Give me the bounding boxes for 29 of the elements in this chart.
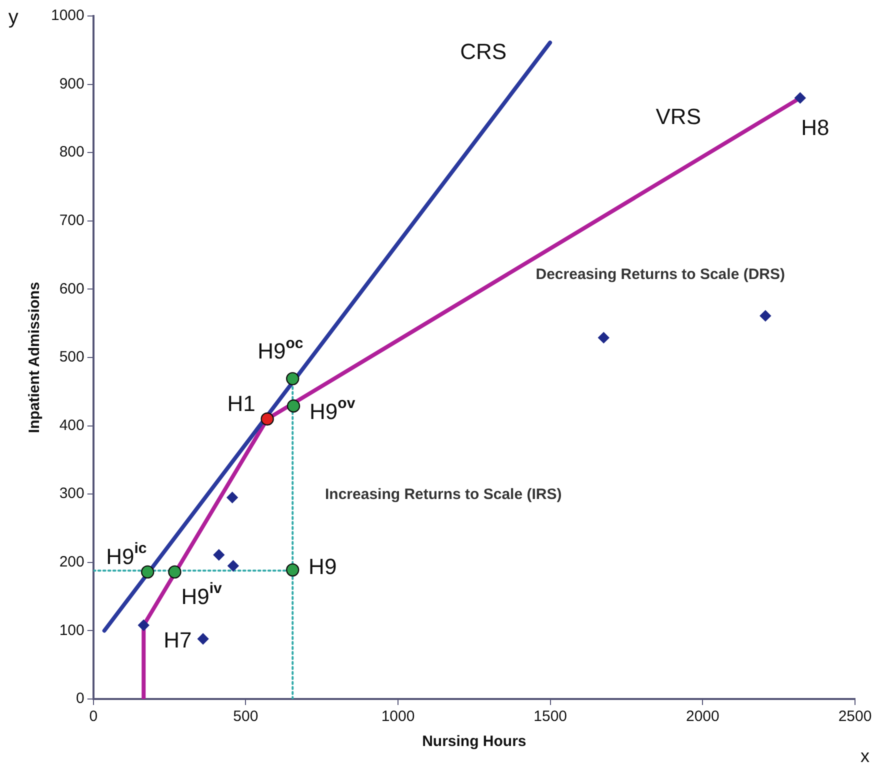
x-tick-label: 1500 xyxy=(534,708,568,726)
y-tick-label: 200 xyxy=(59,554,84,571)
x-axis-title: Nursing Hours xyxy=(422,733,526,750)
y-tick-label: 0 xyxy=(76,690,84,708)
annotation: VRS xyxy=(656,104,701,130)
y-tick-label: 100 xyxy=(59,622,84,639)
annotation: H8 xyxy=(801,115,830,140)
x-tick-label: 1000 xyxy=(381,708,415,726)
x-tick-label: 2000 xyxy=(686,708,720,726)
x-tick-label: 2500 xyxy=(838,708,872,726)
annotation: H7 xyxy=(164,627,192,652)
y-tick-label: 700 xyxy=(59,212,84,230)
annotation: CRS xyxy=(460,39,507,64)
y-tick-label: 300 xyxy=(59,485,84,502)
y-axis-title: Inpatient Admissions xyxy=(26,282,44,434)
x-tick-label: 500 xyxy=(233,708,258,726)
annotation: H1 xyxy=(227,391,256,416)
annotation: Increasing Returns to Scale (IRS) xyxy=(325,486,562,504)
annotation: H9 xyxy=(308,554,337,579)
x-tick-label: 0 xyxy=(89,708,98,726)
y-tick-label: 900 xyxy=(59,75,84,92)
text: y xyxy=(8,6,18,29)
y-tick-label: 1000 xyxy=(50,7,84,24)
y-tick-label: 500 xyxy=(59,348,84,366)
y-tick-label: 600 xyxy=(59,280,84,298)
text: x xyxy=(860,746,870,763)
annotation: Decreasing Returns to Scale (DRS) xyxy=(536,266,785,284)
y-tick-label: 800 xyxy=(59,144,84,161)
y-tick-label: 400 xyxy=(59,416,84,434)
